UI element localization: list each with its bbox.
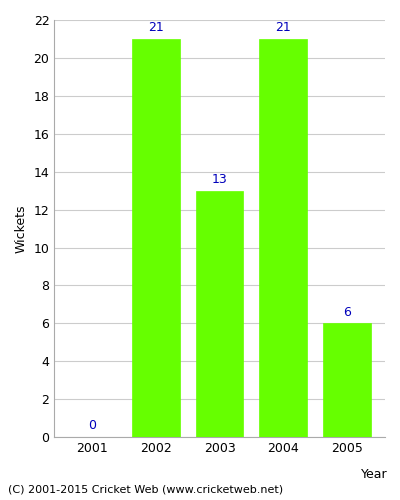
Text: 13: 13	[212, 173, 228, 186]
Bar	[259, 39, 307, 437]
Text: (C) 2001-2015 Cricket Web (www.cricketweb.net): (C) 2001-2015 Cricket Web (www.cricketwe…	[8, 485, 283, 495]
Text: 21: 21	[275, 21, 291, 34]
Text: 0: 0	[88, 420, 96, 432]
Text: 21: 21	[148, 21, 164, 34]
Y-axis label: Wickets: Wickets	[15, 204, 28, 253]
Bar	[132, 39, 180, 437]
Bar	[323, 324, 371, 437]
Text: Year: Year	[361, 468, 388, 480]
Bar	[196, 190, 244, 437]
Text: 6: 6	[343, 306, 351, 318]
